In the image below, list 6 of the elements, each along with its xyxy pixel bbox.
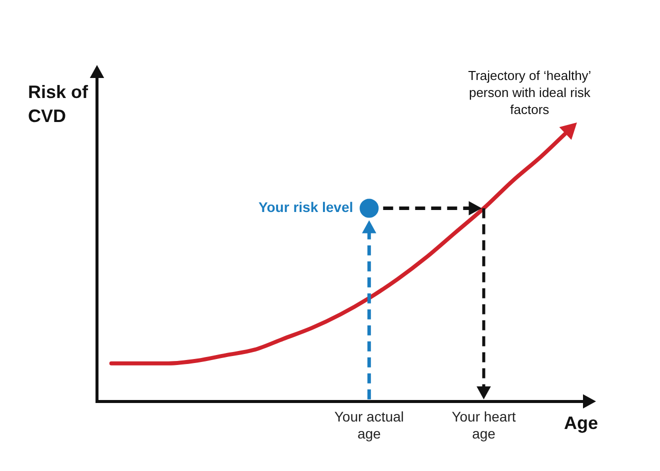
text: Trajectory of ‘healthy’ person with ideal risk factors <box>467 67 592 118</box>
y-axis-title: Risk of CVD <box>28 81 90 128</box>
x-tick-label: Your heart age <box>452 408 516 442</box>
x-axis-title: Age <box>564 413 598 434</box>
series-label: Your risk level <box>258 199 354 216</box>
x-tick-label: Your actual age <box>334 408 404 442</box>
